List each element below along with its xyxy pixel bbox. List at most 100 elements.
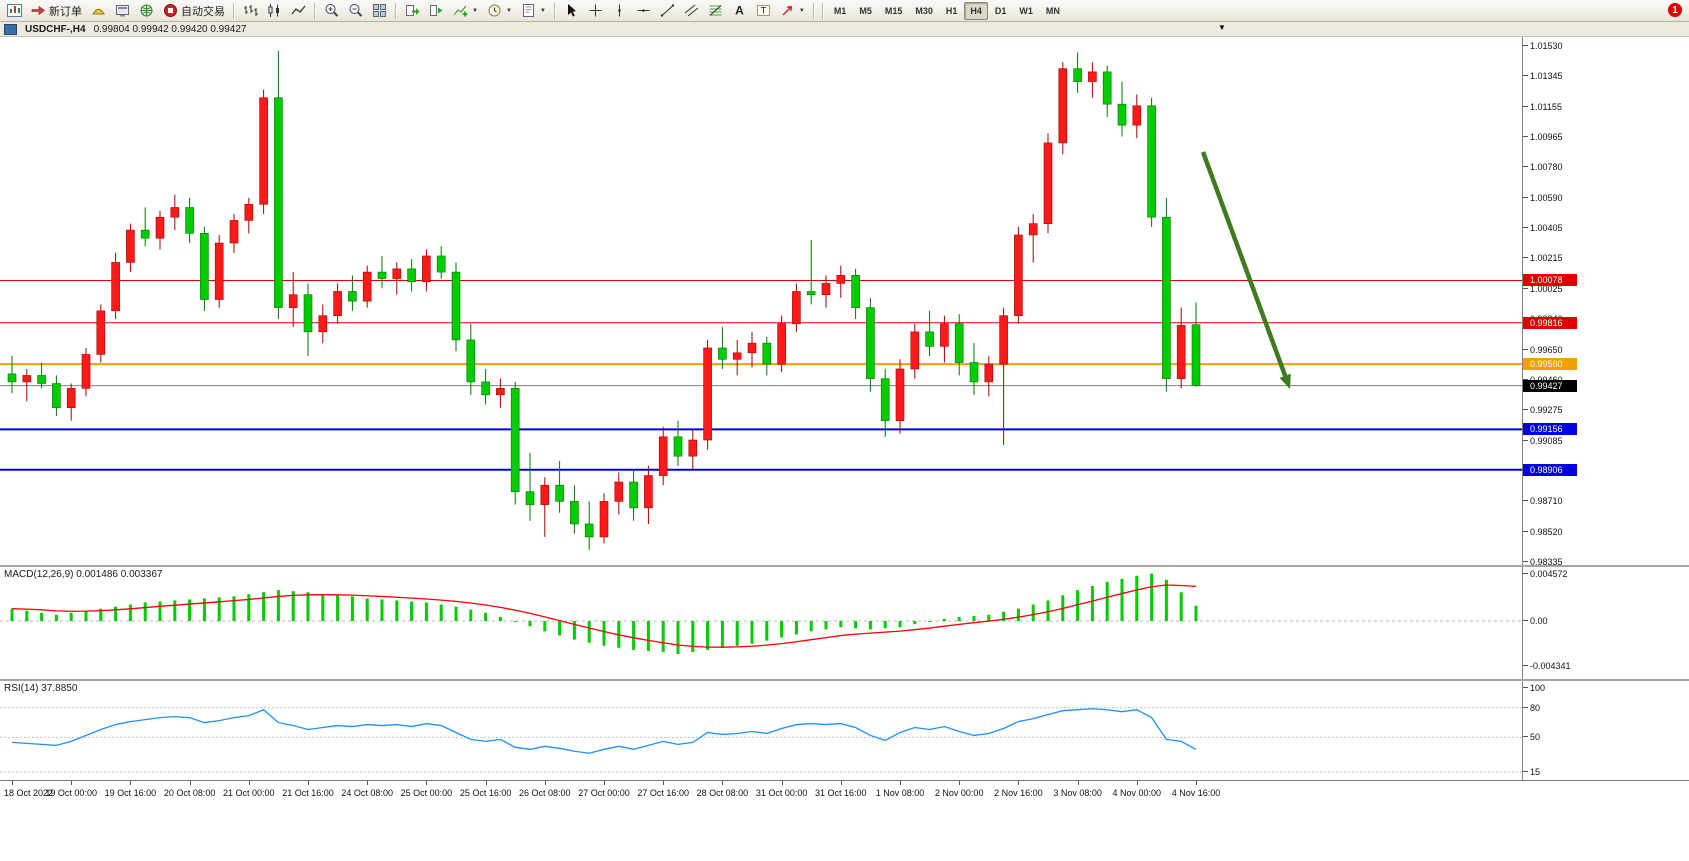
time-tick <box>544 781 546 785</box>
cursor-icon <box>564 3 579 18</box>
toolbar-separator <box>395 2 397 19</box>
current-price-label: 0.99427 <box>1523 379 1577 392</box>
time-tick <box>1136 781 1138 785</box>
time-label: 19 Oct 16:00 <box>104 788 157 798</box>
dropdown-caret-icon[interactable]: ▼ <box>798 7 805 14</box>
bars-icon <box>243 3 258 18</box>
autotrading-button[interactable]: 自动交易 <box>159 0 229 21</box>
candles-layer <box>7 50 1201 550</box>
toolbar-separator <box>233 2 235 19</box>
price-label-0.99156[interactable]: 0.99156 <box>1523 423 1577 436</box>
time-label: 25 Oct 00:00 <box>400 788 453 798</box>
tile-windows-button[interactable] <box>368 0 391 21</box>
chart-window-icon <box>4 23 17 35</box>
price-tick: 1.01530 <box>1523 41 1563 52</box>
toolbar-separator <box>553 2 556 19</box>
svg-text:A: A <box>735 4 744 18</box>
indicators-list-button[interactable]: ▼ <box>449 0 482 21</box>
vertical-line-button[interactable] <box>608 0 631 21</box>
timeframe-d1-button[interactable]: D1 <box>994 5 1007 16</box>
price-label-0.98906[interactable]: 0.98906 <box>1523 463 1577 476</box>
time-axis[interactable]: 18 Oct 2022 19 Oct 00:00 19 Oct 16:00 20 Oc… <box>0 780 1689 803</box>
timeframe-m1-button[interactable]: M1 <box>833 5 847 16</box>
time-tick <box>426 781 428 785</box>
zoom-out-button[interactable] <box>344 0 367 21</box>
time-label: 26 Oct 08:00 <box>519 788 571 798</box>
strategy-tester-button[interactable] <box>135 0 158 21</box>
vline-icon <box>612 3 627 18</box>
zoom-in-button[interactable] <box>320 0 343 21</box>
price-tick: 1.00025 <box>1523 284 1563 295</box>
time-label: 2 Nov 00:00 <box>934 788 984 798</box>
panel-divider-macd[interactable] <box>0 565 1689 567</box>
time-label: 25 Oct 16:00 <box>459 788 512 798</box>
timeframe-m15-button[interactable]: M15 <box>884 5 903 16</box>
macd-chart[interactable] <box>0 567 1522 679</box>
time-label: 20 Oct 08:00 <box>163 788 216 798</box>
periods-button[interactable]: ▼ <box>483 0 516 21</box>
arrows-button[interactable]: ▼ <box>776 0 809 21</box>
time-tick <box>1077 781 1079 785</box>
price-axis[interactable]: 1.01530 1.01345 1.01155 1.00965 1.00780 1.005… <box>1522 37 1689 567</box>
time-label: 27 Oct 16:00 <box>637 788 689 798</box>
crosshair-button[interactable] <box>584 0 607 21</box>
autotrading-icon <box>163 3 178 18</box>
price-chart[interactable] <box>0 37 1522 565</box>
horizontal-line-button[interactable] <box>632 0 655 21</box>
time-label: 31 Oct 00:00 <box>755 788 808 798</box>
chart-shift-button[interactable] <box>425 0 448 21</box>
price-label-0.99560[interactable]: 0.99560 <box>1523 358 1577 371</box>
cursor-button[interactable] <box>560 0 583 21</box>
timeframe-h1-button[interactable]: H1 <box>945 5 958 16</box>
timeframe-m5-button[interactable]: M5 <box>859 5 872 16</box>
time-label: 31 Oct 16:00 <box>815 788 867 798</box>
text-button[interactable]: A <box>728 0 751 21</box>
equidistant-channel-button[interactable] <box>680 0 703 21</box>
macd-histogram <box>10 573 1198 654</box>
time-label: 28 Oct 08:00 <box>696 788 749 798</box>
trend-arrow[interactable] <box>1200 151 1288 377</box>
rsi-axis: 100 80 50 15 <box>1522 681 1689 780</box>
auto-scroll-button[interactable] <box>401 0 424 21</box>
market-watch-button[interactable] <box>111 0 134 21</box>
time-label: 4 Nov 16:00 <box>1171 788 1221 798</box>
text-label-button[interactable]: T <box>752 0 775 21</box>
chart-titlebar: USDCHF-,H4 0.99804 0.99942 0.99420 0.994… <box>0 22 1689 37</box>
candlestick-mode-button[interactable] <box>263 0 286 21</box>
new-order-button[interactable]: 新订单 <box>27 0 86 21</box>
panel-divider-rsi[interactable] <box>0 679 1689 681</box>
chart-menu-caret-icon[interactable]: ▼ <box>1218 23 1226 32</box>
price-label-0.99816[interactable]: 0.99816 <box>1523 316 1577 329</box>
fibonacci-retracement-button[interactable] <box>704 0 727 21</box>
indicators-icon <box>453 3 468 18</box>
new-chart-button[interactable] <box>3 0 26 21</box>
rsi-label: RSI(14) <box>4 683 39 694</box>
line-chart-mode-button[interactable] <box>287 0 310 21</box>
time-tick <box>71 781 73 785</box>
new-order-label: 新订单 <box>49 5 82 18</box>
price-tick: 1.00965 <box>1523 132 1563 143</box>
notification-badge[interactable]: 1 <box>1668 3 1682 17</box>
timeframe-w1-button[interactable]: W1 <box>1019 5 1033 16</box>
timeframe-m30-button[interactable]: M30 <box>915 5 933 16</box>
timeframe-mn-button[interactable]: MN <box>1045 5 1060 16</box>
rsi-chart[interactable] <box>0 681 1522 780</box>
macd-tick: -0.004341 <box>1523 660 1571 671</box>
dropdown-caret-icon[interactable]: ▼ <box>539 7 546 14</box>
expert-advisors-button[interactable] <box>87 0 110 21</box>
templates-button[interactable]: ▼ <box>517 0 550 21</box>
timeframe-h4-button[interactable]: H4 <box>964 1 988 20</box>
rsi-line <box>11 708 1197 754</box>
hat-icon <box>91 3 106 18</box>
crosshair-icon <box>588 3 603 18</box>
bar-chart-mode-button[interactable] <box>239 0 262 21</box>
trendline-button[interactable] <box>656 0 679 21</box>
dropdown-caret-icon[interactable]: ▼ <box>505 7 512 14</box>
time-tick <box>485 781 487 785</box>
dropdown-caret-icon[interactable]: ▼ <box>472 7 478 14</box>
clock-icon <box>487 3 502 18</box>
macd-title: MACD(12,26,9) 0.001486 0.003367 <box>4 569 162 580</box>
macd-svg <box>0 573 1522 654</box>
price-label-1.00078[interactable]: 1.00078 <box>1523 274 1577 287</box>
time-label: 18 Oct 2022 <box>4 788 54 798</box>
